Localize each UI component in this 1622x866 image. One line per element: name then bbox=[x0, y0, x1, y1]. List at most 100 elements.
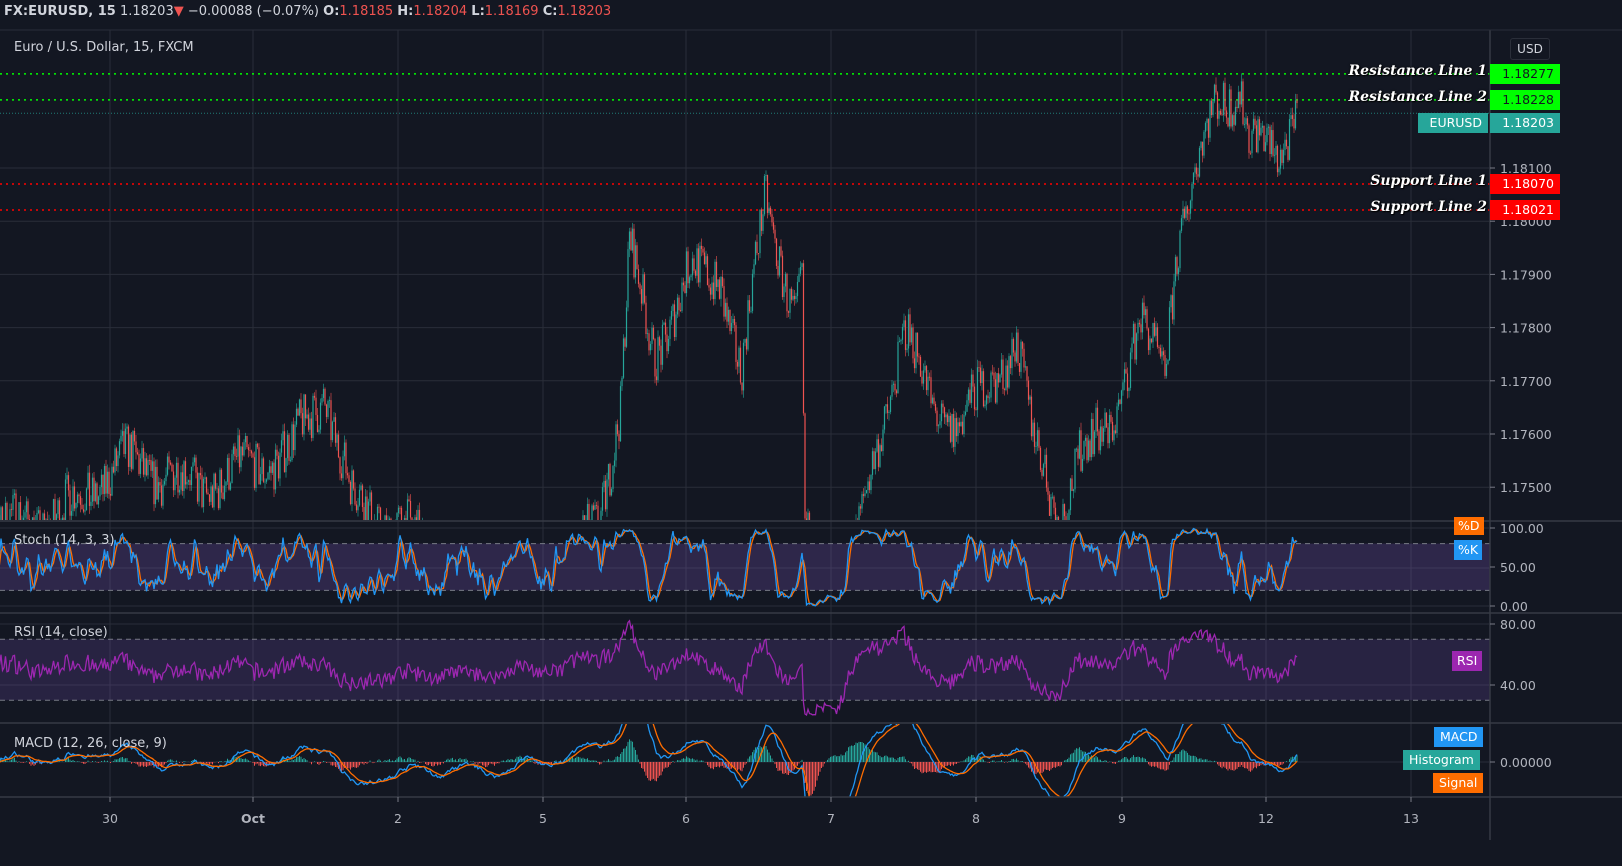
candle-body bbox=[495, 591, 496, 626]
candle-body bbox=[648, 333, 650, 351]
candle-body bbox=[732, 318, 734, 323]
candle-body bbox=[1114, 430, 1117, 434]
candle-body bbox=[22, 517, 25, 520]
candle-body bbox=[213, 473, 215, 508]
candle-body bbox=[165, 474, 167, 482]
candle-body bbox=[1228, 89, 1231, 127]
candle-body bbox=[1195, 167, 1198, 175]
candle-body bbox=[898, 341, 901, 343]
candle-body bbox=[1230, 89, 1232, 127]
candle-body bbox=[163, 481, 166, 485]
candle-body bbox=[682, 282, 685, 286]
candle-body bbox=[913, 358, 916, 369]
candle-body bbox=[1206, 118, 1208, 123]
main-legend[interactable]: Euro / U.S. Dollar, 15, FXCM bbox=[14, 40, 194, 55]
candle-body bbox=[1132, 323, 1135, 344]
candle-body bbox=[54, 499, 56, 520]
candle-body bbox=[1281, 149, 1283, 163]
candle-body bbox=[307, 414, 310, 430]
candle-body bbox=[270, 466, 272, 473]
time-axis[interactable]: 30 Oct 2 5 6 7 8 9 12 13 bbox=[102, 797, 1419, 826]
candle-body bbox=[592, 505, 595, 510]
candle-body bbox=[591, 505, 593, 520]
candle-body bbox=[10, 509, 13, 510]
candle-body bbox=[945, 414, 947, 418]
candle-body bbox=[208, 494, 211, 502]
candle-body bbox=[1147, 328, 1150, 351]
candle-body bbox=[492, 600, 493, 610]
triangle-down-icon: ▼ bbox=[173, 4, 184, 19]
rsi-legend[interactable]: RSI (14, close) bbox=[14, 625, 108, 640]
candle-body bbox=[397, 507, 400, 514]
candle-body bbox=[916, 332, 919, 357]
candle-body bbox=[63, 517, 65, 520]
candle-body bbox=[754, 241, 757, 265]
candle-body bbox=[259, 474, 262, 485]
candle-body bbox=[637, 269, 640, 284]
candle-body bbox=[1156, 327, 1159, 347]
candle-body bbox=[865, 490, 868, 494]
candle-body bbox=[276, 449, 278, 456]
candle-body bbox=[283, 431, 286, 473]
candle-body bbox=[201, 475, 203, 508]
candle-body bbox=[73, 486, 76, 509]
candle-body bbox=[646, 333, 649, 335]
candle-body bbox=[33, 517, 35, 520]
candle-body bbox=[277, 455, 280, 479]
currency-button[interactable]: USD bbox=[1510, 38, 1550, 60]
histogram-tag: Histogram bbox=[1403, 750, 1480, 770]
candle-body bbox=[1033, 422, 1036, 447]
candle-body bbox=[1194, 167, 1196, 173]
candle-body bbox=[1101, 426, 1103, 442]
candle-body bbox=[940, 403, 943, 422]
candle-body bbox=[627, 249, 629, 308]
price-axis[interactable]: 1.181001.180001.179001.178001.177001.176… bbox=[1490, 161, 1552, 770]
candle-body bbox=[1093, 431, 1096, 455]
candle-body bbox=[72, 486, 74, 512]
candle-body bbox=[588, 503, 590, 520]
candle-body bbox=[1108, 414, 1111, 444]
candle-body bbox=[714, 261, 716, 300]
candle-body bbox=[1000, 359, 1003, 375]
candle-body bbox=[901, 326, 904, 340]
candle-body bbox=[903, 320, 905, 327]
macd-legend[interactable]: MACD (12, 26, close, 9) bbox=[14, 736, 167, 751]
resistance-line-1-price: 1.18277 bbox=[1490, 64, 1560, 84]
candle-body bbox=[225, 481, 227, 486]
time-tick-label: Oct bbox=[241, 811, 265, 826]
stoch-tick-label: 100.00 bbox=[1500, 521, 1544, 536]
candle-body bbox=[691, 258, 694, 276]
candle-body bbox=[1087, 440, 1090, 461]
candle-body bbox=[837, 618, 838, 631]
candle-body bbox=[1219, 110, 1222, 115]
candle-body bbox=[345, 442, 347, 474]
candle-body bbox=[597, 505, 599, 520]
candle-body bbox=[171, 464, 173, 472]
candle-body bbox=[501, 593, 502, 594]
candle-body bbox=[1192, 172, 1195, 184]
candle-body bbox=[909, 314, 911, 343]
candle-body bbox=[649, 343, 652, 351]
candle-body bbox=[1119, 399, 1121, 404]
candle-body bbox=[124, 428, 127, 454]
candle-body bbox=[327, 400, 329, 417]
candle-body bbox=[1293, 118, 1295, 129]
candle-body bbox=[408, 499, 410, 501]
candle-body bbox=[583, 515, 586, 520]
candle-body bbox=[1047, 487, 1049, 495]
time-tick-label: 6 bbox=[682, 811, 690, 826]
candle-body bbox=[97, 496, 100, 505]
candle-body bbox=[67, 475, 70, 491]
symbol-name[interactable]: FX:EURUSD, 15 bbox=[4, 4, 116, 19]
candle-body bbox=[1072, 489, 1075, 491]
candle-body bbox=[1242, 81, 1244, 125]
candle-body bbox=[915, 332, 917, 369]
candle-body bbox=[1023, 348, 1025, 368]
candle-body bbox=[765, 175, 767, 177]
candle-body bbox=[1224, 82, 1226, 111]
candle-body bbox=[337, 434, 340, 458]
stoch-legend[interactable]: Stoch (14, 3, 3) bbox=[14, 533, 115, 548]
candle-body bbox=[985, 395, 988, 405]
candle-body bbox=[180, 472, 182, 490]
